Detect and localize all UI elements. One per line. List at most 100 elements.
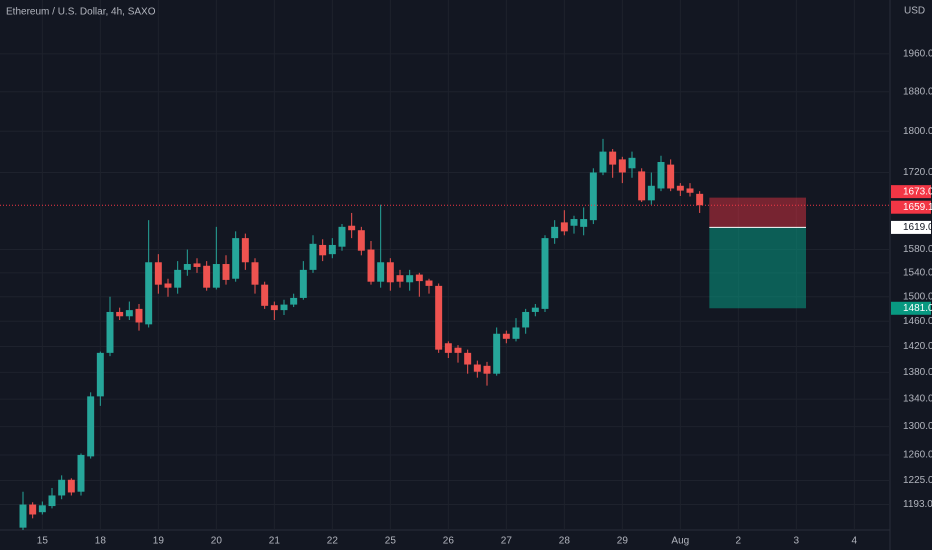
candle-body xyxy=(638,171,646,201)
candle-body xyxy=(338,226,346,247)
stop-zone xyxy=(709,197,806,228)
y-tick-label: 1800.0 xyxy=(903,126,932,137)
candle-body xyxy=(609,151,617,165)
candle-body xyxy=(502,333,510,339)
y-tick-label: 1260.0 xyxy=(903,450,932,461)
y-tick-label: 1540.0 xyxy=(903,267,932,278)
x-tick-label: 26 xyxy=(443,536,455,547)
candle-body xyxy=(435,285,443,350)
candle-body xyxy=(628,157,636,169)
candle-body xyxy=(145,262,153,325)
candle-body xyxy=(203,265,211,288)
y-tick-label: 1193.0 xyxy=(903,499,932,510)
candle-body xyxy=(193,263,201,267)
candle-body xyxy=(251,262,259,285)
candle-body xyxy=(280,304,288,311)
candle-body xyxy=(473,364,481,372)
y-tick-label: 1720.0 xyxy=(903,167,932,178)
x-tick-label: 22 xyxy=(327,536,339,547)
candle-body xyxy=(454,347,462,353)
y-tick-label: 1500.0 xyxy=(903,291,932,302)
price-label-box xyxy=(891,200,931,214)
candle-body xyxy=(512,327,520,339)
candle-body xyxy=(541,238,549,309)
candle-body xyxy=(261,284,269,306)
candle-body xyxy=(29,504,37,515)
candle-body xyxy=(270,305,278,311)
candle-body xyxy=(290,297,298,305)
price-label-box xyxy=(891,301,931,315)
candle-body xyxy=(415,274,423,282)
candle-body xyxy=(386,262,394,283)
candle-body xyxy=(647,185,655,201)
candle-body xyxy=(38,505,46,513)
x-tick-label: 15 xyxy=(37,536,49,547)
candle-body xyxy=(676,185,684,191)
candle-body xyxy=(531,307,539,312)
candle-body xyxy=(116,311,124,317)
y-axis-label: USD xyxy=(904,6,925,17)
price-label-box xyxy=(891,185,931,199)
y-tick-label: 1340.0 xyxy=(903,394,932,405)
candle-body xyxy=(377,262,385,282)
candle-body xyxy=(87,396,95,457)
candle-body xyxy=(241,238,249,263)
x-tick-label: 21 xyxy=(269,536,281,547)
candle-body xyxy=(67,479,75,493)
candle-body xyxy=(125,310,133,317)
candle-body xyxy=(328,244,336,255)
x-tick-label: 2 xyxy=(736,536,742,547)
candle-body xyxy=(319,244,327,256)
candle-body xyxy=(522,311,530,328)
y-tick-label: 1460.0 xyxy=(903,316,932,327)
chart-title: Ethereum / U.S. Dollar, 4h, SAXO xyxy=(6,7,156,18)
x-tick-label: 20 xyxy=(211,536,223,547)
x-tick-label: 28 xyxy=(559,536,571,547)
candle-body xyxy=(232,238,240,279)
target-zone xyxy=(709,227,806,309)
candle-body xyxy=(357,230,365,251)
candle-body xyxy=(96,352,104,397)
y-tick-label: 1420.0 xyxy=(903,341,932,352)
x-tick-label: 19 xyxy=(153,536,165,547)
candle-body xyxy=(570,219,578,226)
price-label: 1619.0 xyxy=(903,222,932,233)
candle-body xyxy=(580,219,588,227)
candle-body xyxy=(560,222,568,232)
candle-body xyxy=(367,249,375,282)
y-tick-label: 1880.0 xyxy=(903,86,932,97)
candle-body xyxy=(48,495,56,507)
x-tick-label: 29 xyxy=(617,536,629,547)
candle-body xyxy=(444,343,452,353)
x-tick-label: Aug xyxy=(671,536,689,547)
x-tick-label: 3 xyxy=(794,536,800,547)
candle-body xyxy=(154,262,162,285)
candle-body xyxy=(222,264,230,280)
x-tick-label: 27 xyxy=(501,536,513,547)
x-tick-label: 4 xyxy=(852,536,858,547)
candle-body xyxy=(493,333,501,374)
y-tick-label: 1580.0 xyxy=(903,244,932,255)
candle-body xyxy=(425,280,433,286)
candle-body xyxy=(106,311,114,353)
candle-body xyxy=(396,275,404,282)
candle-body xyxy=(348,225,356,231)
candle-body xyxy=(657,161,665,189)
candle-body xyxy=(183,264,191,270)
price-label: 1659.1 xyxy=(903,202,932,213)
price-label-box xyxy=(891,220,931,234)
candle-body xyxy=(309,243,317,270)
x-tick-label: 18 xyxy=(95,536,107,547)
candle-body xyxy=(406,275,414,283)
y-tick-label: 1380.0 xyxy=(903,367,932,378)
price-label: 1481.0 xyxy=(903,303,932,314)
candle-body xyxy=(686,188,694,193)
labels: 1960.0 1880.0 1800.0 1720.0 1580.0 1540.0 1500… xyxy=(37,49,932,547)
candle-body xyxy=(135,308,143,323)
candle-body xyxy=(174,269,182,288)
price-label: 1673.0 xyxy=(903,186,932,197)
y-tick-label: 1300.0 xyxy=(903,421,932,432)
candle-body xyxy=(599,151,607,173)
candle-body xyxy=(551,226,559,239)
